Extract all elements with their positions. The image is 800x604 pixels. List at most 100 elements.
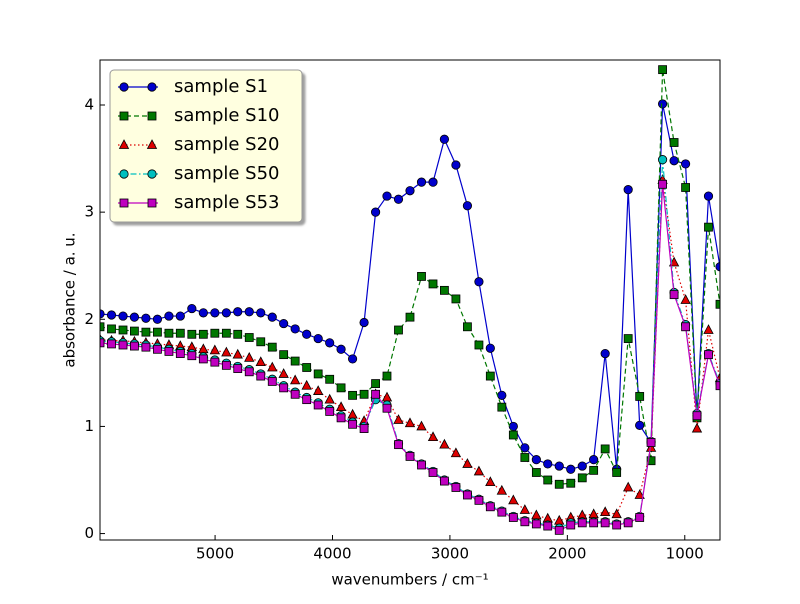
marker bbox=[611, 508, 622, 519]
marker bbox=[428, 279, 438, 289]
marker bbox=[233, 329, 243, 339]
marker bbox=[417, 460, 426, 470]
marker bbox=[164, 311, 174, 321]
marker bbox=[439, 134, 450, 144]
marker bbox=[256, 308, 266, 318]
marker bbox=[221, 308, 231, 318]
marker bbox=[691, 422, 703, 433]
marker bbox=[141, 313, 151, 323]
marker bbox=[244, 352, 255, 362]
marker bbox=[221, 328, 231, 338]
marker bbox=[221, 360, 231, 370]
marker bbox=[485, 343, 495, 353]
x-tick-label: 4000 bbox=[313, 545, 351, 563]
marker bbox=[175, 349, 185, 358]
legend-marker bbox=[119, 111, 129, 121]
marker bbox=[577, 461, 587, 471]
legend-label: sample S50 bbox=[174, 163, 280, 184]
marker bbox=[646, 438, 656, 447]
marker bbox=[589, 455, 599, 465]
marker bbox=[645, 442, 657, 452]
marker bbox=[634, 489, 645, 499]
marker bbox=[543, 459, 553, 469]
marker bbox=[233, 307, 243, 317]
marker bbox=[313, 333, 323, 344]
marker bbox=[600, 444, 610, 454]
marker bbox=[210, 308, 220, 318]
marker bbox=[210, 328, 220, 338]
marker bbox=[221, 346, 232, 357]
marker bbox=[520, 443, 530, 453]
marker bbox=[485, 371, 495, 381]
marker bbox=[680, 294, 691, 304]
legend-box bbox=[109, 69, 303, 223]
marker bbox=[554, 525, 564, 535]
marker bbox=[164, 328, 174, 338]
marker bbox=[658, 179, 667, 189]
marker bbox=[141, 327, 151, 337]
marker bbox=[589, 465, 599, 475]
marker bbox=[187, 351, 197, 361]
marker bbox=[187, 303, 197, 314]
marker bbox=[256, 337, 266, 347]
marker bbox=[485, 502, 495, 512]
y-tick-label: 0 bbox=[84, 524, 94, 542]
marker bbox=[623, 185, 633, 195]
marker bbox=[267, 361, 278, 372]
marker bbox=[623, 518, 633, 528]
marker bbox=[325, 407, 335, 416]
marker bbox=[244, 367, 254, 377]
marker bbox=[359, 424, 369, 433]
marker bbox=[531, 455, 541, 465]
marker bbox=[313, 385, 324, 395]
marker bbox=[107, 339, 116, 349]
marker bbox=[554, 479, 564, 489]
marker bbox=[198, 329, 208, 339]
marker bbox=[118, 325, 128, 335]
legend-label: sample S1 bbox=[174, 76, 268, 97]
marker bbox=[267, 377, 277, 386]
marker bbox=[508, 494, 519, 505]
marker bbox=[233, 364, 243, 373]
marker bbox=[130, 326, 139, 336]
marker bbox=[427, 431, 439, 442]
marker bbox=[485, 476, 496, 487]
marker bbox=[440, 285, 449, 295]
marker bbox=[681, 322, 690, 332]
marker bbox=[382, 191, 392, 201]
marker bbox=[497, 402, 507, 412]
marker bbox=[118, 311, 128, 321]
marker bbox=[348, 390, 357, 400]
marker bbox=[371, 379, 380, 388]
marker bbox=[474, 277, 484, 287]
marker bbox=[543, 475, 553, 485]
marker bbox=[554, 461, 564, 471]
marker bbox=[416, 420, 427, 431]
marker bbox=[497, 390, 507, 400]
marker bbox=[669, 156, 679, 166]
marker bbox=[302, 363, 312, 372]
marker bbox=[279, 383, 289, 393]
marker bbox=[474, 495, 484, 505]
marker bbox=[405, 452, 415, 461]
marker bbox=[599, 506, 611, 517]
marker bbox=[289, 374, 301, 385]
marker bbox=[680, 159, 691, 169]
y-tick-label: 4 bbox=[84, 96, 94, 114]
marker bbox=[508, 513, 518, 522]
marker bbox=[404, 417, 416, 428]
marker bbox=[450, 447, 462, 458]
marker bbox=[279, 318, 289, 329]
marker bbox=[439, 438, 450, 449]
marker bbox=[577, 473, 587, 483]
marker bbox=[623, 334, 633, 343]
x-tick-label: 3000 bbox=[431, 545, 469, 563]
marker bbox=[612, 468, 622, 477]
marker bbox=[290, 324, 300, 334]
marker bbox=[278, 368, 289, 378]
marker bbox=[646, 456, 656, 466]
marker bbox=[657, 155, 668, 165]
marker bbox=[715, 299, 720, 309]
marker bbox=[187, 329, 197, 339]
